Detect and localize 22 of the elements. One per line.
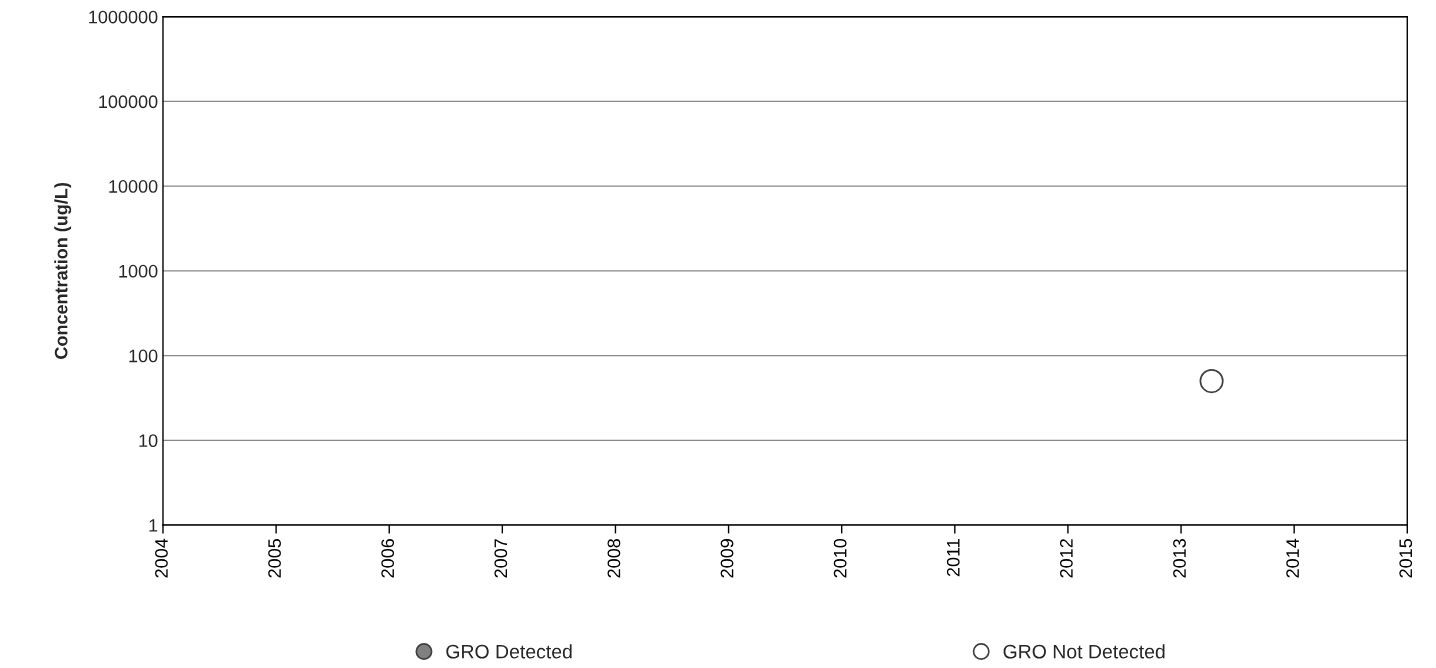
x-tick-label: 2010	[833, 538, 847, 578]
legend-label: GRO Detected	[446, 644, 572, 659]
x-tick-label: 2012	[1059, 539, 1073, 578]
y-axis-title: Concentration (ug/L)	[54, 183, 72, 359]
y-tick-label: 10000	[109, 180, 158, 193]
y-tick-label: 100000	[99, 95, 158, 109]
x-tick-label: 2014	[1286, 538, 1300, 578]
y-tick-label: 1000	[119, 264, 158, 278]
x-tick-label: 2007	[494, 539, 508, 578]
x-tick-label: 2005	[268, 539, 281, 578]
x-tick-label: 2004	[155, 538, 168, 578]
x-tick-label: 2013	[1173, 539, 1186, 578]
x-tick-label: 2011	[946, 539, 960, 577]
y-tick-label: 100	[129, 349, 158, 363]
x-tick-label: 2015	[1399, 539, 1413, 578]
x-tick-label: 2009	[720, 539, 734, 578]
y-tick-label: 10	[139, 434, 158, 448]
y-tick-label: 1000000	[89, 10, 158, 24]
y-tick-label: 1	[149, 519, 158, 532]
x-tick-label: 2006	[381, 539, 395, 578]
x-tick-label: 2008	[607, 539, 621, 578]
legend-label: GRO Not Detected	[1003, 644, 1165, 659]
